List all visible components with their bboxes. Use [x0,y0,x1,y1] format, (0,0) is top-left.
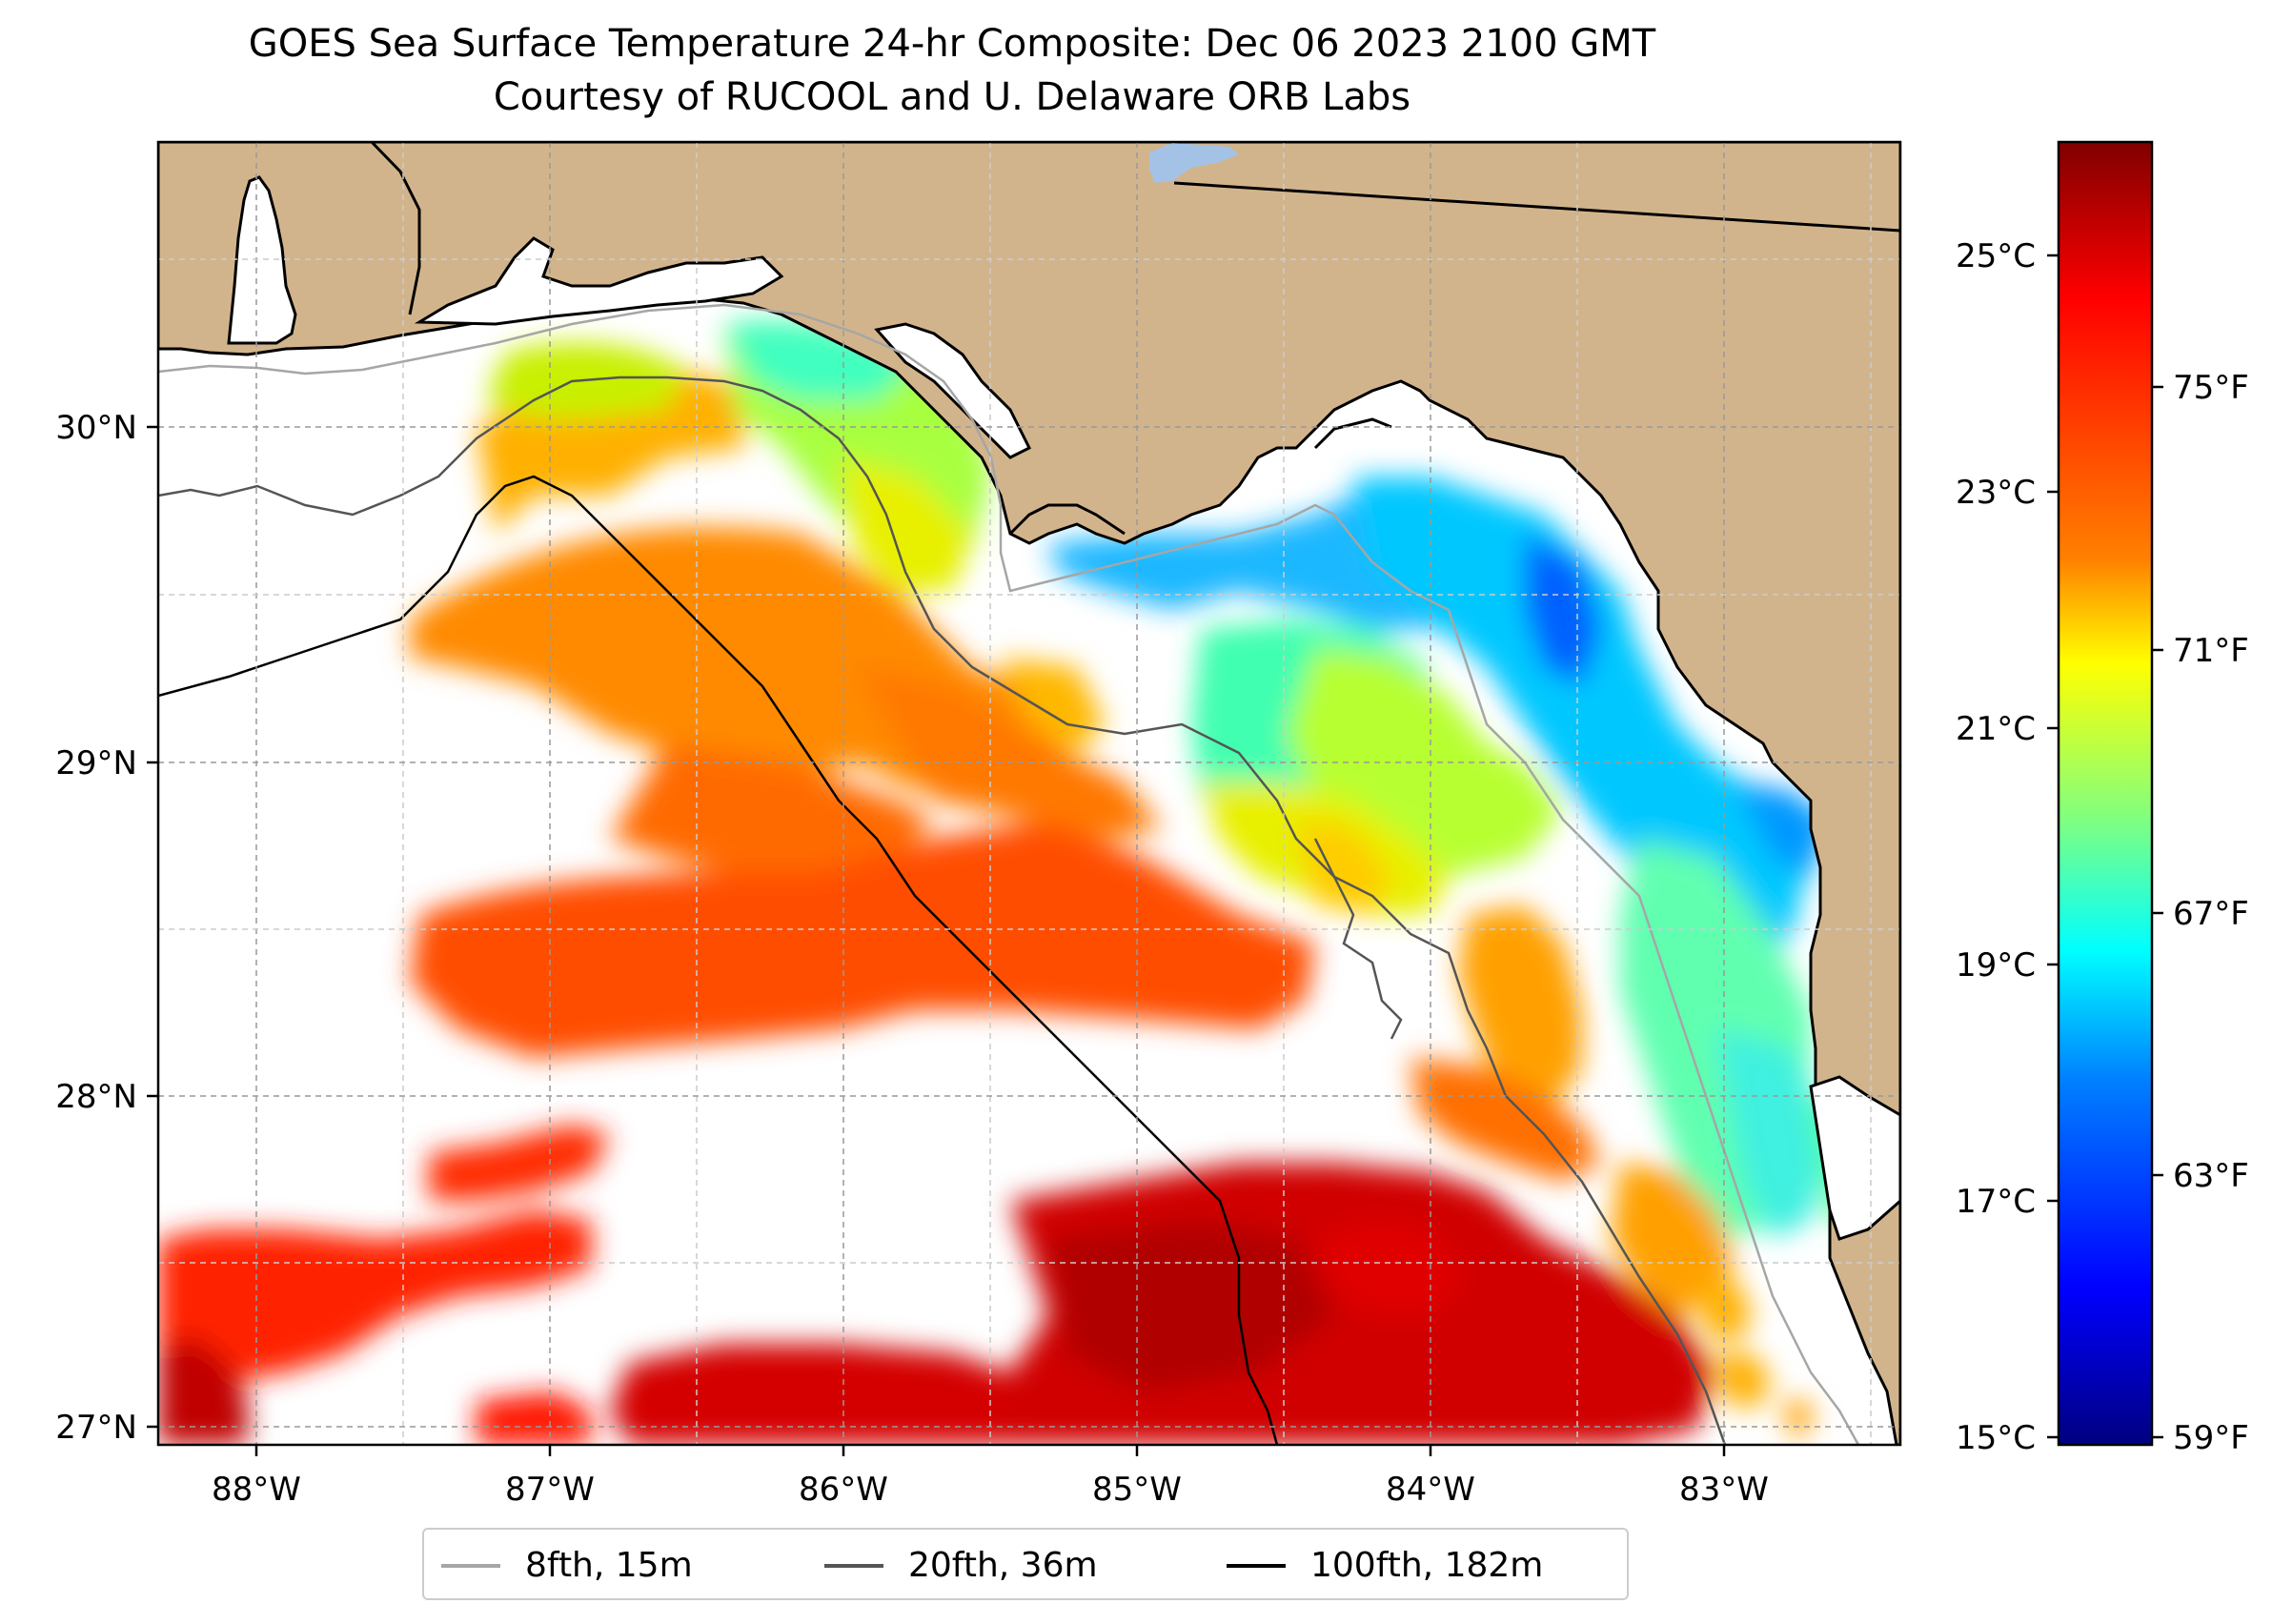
colorbar-fahrenheit-label: 71°F [2173,632,2249,670]
y-tick-label: 28°N [55,1078,137,1116]
mobile-bay [227,175,297,345]
axis-ticks [147,425,1726,1456]
isobath-100fth [158,475,1279,1445]
coastal-bays [414,236,784,326]
legend-label: 100fth, 182m [1310,1546,1544,1585]
st-joseph-bay [1008,417,1392,536]
map-title: GOES Sea Surface Temperature 24-hr Compo… [248,22,1656,66]
colorbar-ticks [2047,254,2163,1439]
lake-seminole [1149,143,1239,183]
x-tick-label: 86°W [799,1471,888,1509]
colorbar-fahrenheit-label: 75°F [2173,369,2249,407]
colorbar-celsius-label: 15°C [1956,1419,2036,1457]
isobath-20fth [158,376,1727,1445]
legend-line-100fth [1227,1564,1286,1568]
colorbar-celsius-label: 19°C [1956,946,2036,985]
x-tick-label: 87°W [505,1471,595,1509]
legend-line-20fth [824,1564,883,1568]
colorbar-celsius-label: 17°C [1956,1183,2036,1221]
legend-label: 20fth, 36m [908,1546,1098,1585]
map-subtitle: Courtesy of RUCOOL and U. Delaware ORB L… [493,75,1411,119]
apalachicola-bay [874,322,1032,459]
colorbar-fahrenheit-label: 67°F [2173,895,2249,933]
x-tick-label: 85°W [1092,1471,1182,1509]
colorbar-fahrenheit-label: 59°F [2173,1419,2249,1457]
y-tick-label: 30°N [55,409,137,447]
colorbar-celsius-label: 25°C [1956,237,2036,275]
y-tick-label: 29°N [55,744,137,782]
legend-label: 8fth, 15m [525,1546,693,1585]
legend-line-8fth [441,1564,500,1568]
x-tick-label: 84°W [1386,1471,1475,1509]
al-fl-boundary [370,142,421,315]
isobath-8fth [158,303,1860,1445]
x-tick-label: 88°W [212,1471,301,1509]
colorbar-fahrenheit-label: 63°F [2173,1157,2249,1195]
y-tick-label: 27°N [55,1409,137,1447]
map-frame [156,140,1902,1447]
x-tick-label: 83°W [1679,1471,1769,1509]
colorbar-celsius-label: 21°C [1956,710,2036,748]
colorbar-celsius-label: 23°C [1956,474,2036,512]
gridlines [158,142,1900,1445]
state-boundary [1173,181,1900,233]
tampa-bay [1809,1075,1900,1241]
isobath-legend: 8fth, 15m 20fth, 36m 100fth, 182m [422,1528,1629,1600]
colorbar [2057,140,2154,1447]
